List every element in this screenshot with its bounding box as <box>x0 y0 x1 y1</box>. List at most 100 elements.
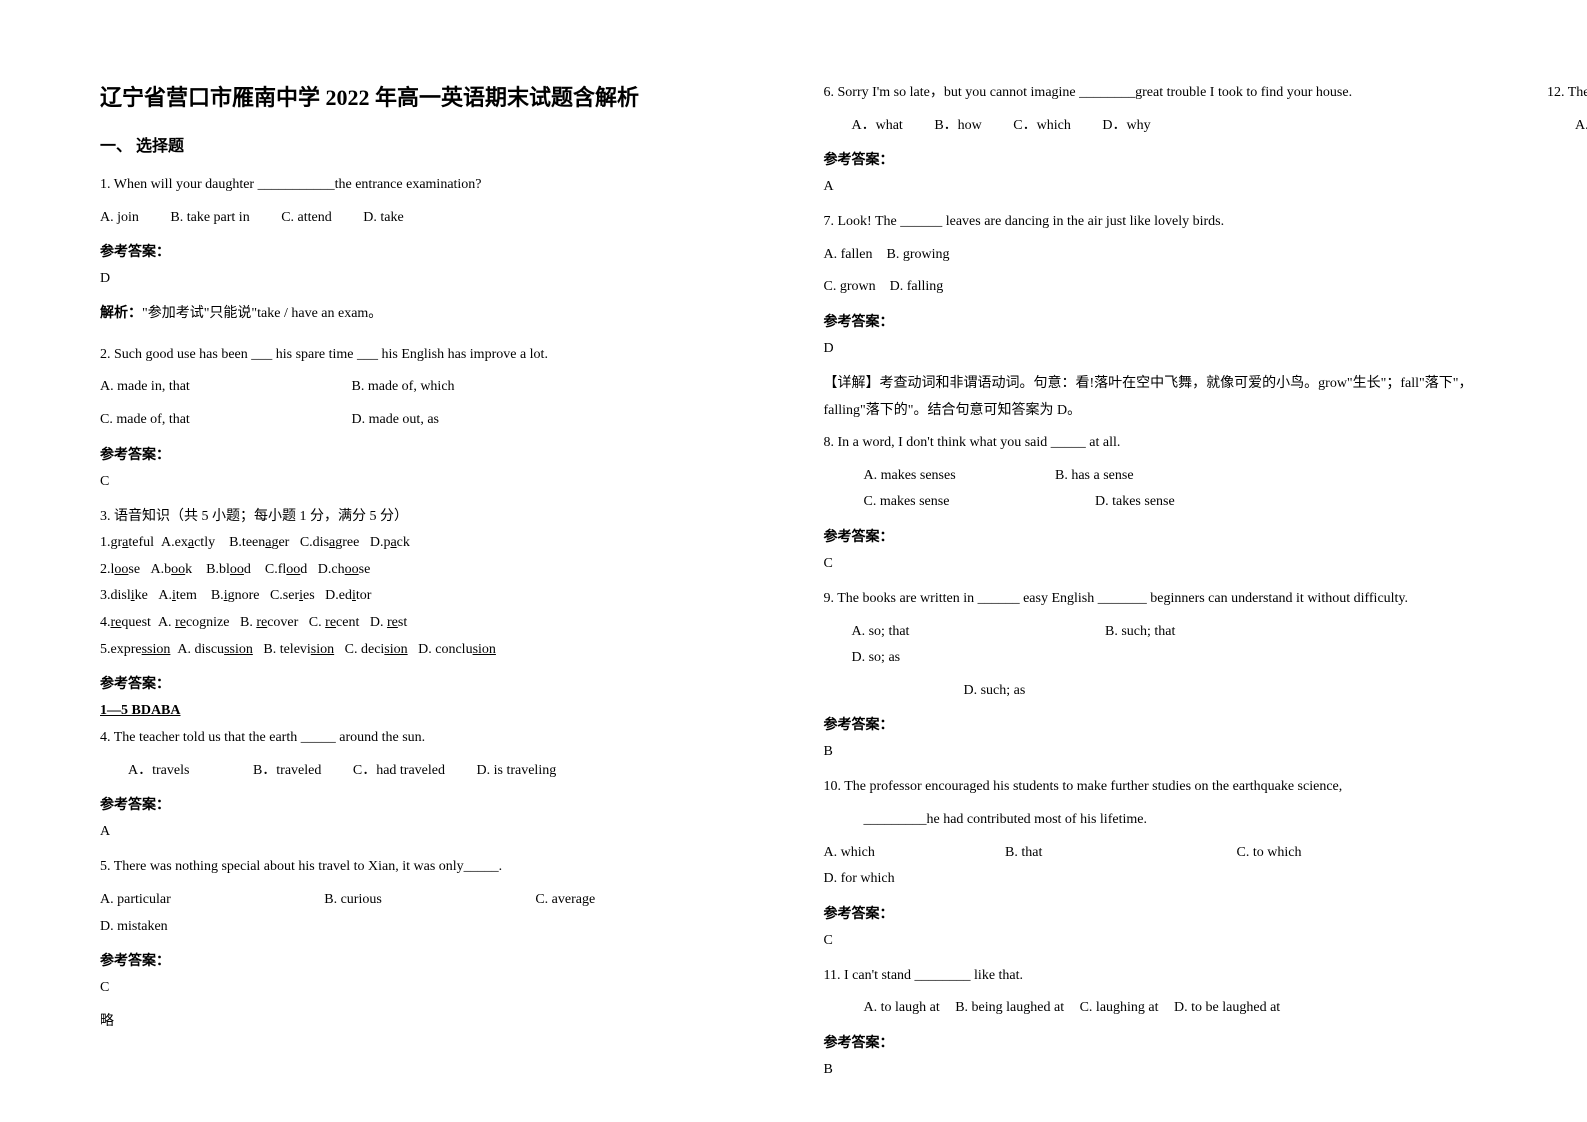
q4-opt-c: C．had traveled <box>353 758 445 785</box>
q3-l2: 2.loose A.book B.blood C.flood D.choose <box>100 557 764 584</box>
q1-explanation: 解析："参加考试"只能说"take / have an exam。 <box>100 301 764 328</box>
q5-options: A. particular B. curious C. average D. m… <box>100 887 764 940</box>
q6-text: 6. Sorry I'm so late，but you cannot imag… <box>824 80 1488 107</box>
q11-text: 11. I can't stand ________ like that. <box>824 963 1488 990</box>
q5-opt-b: B. curious <box>324 887 382 914</box>
exam-title: 辽宁省营口市雁南中学 2022 年高一英语期末试题含解析 <box>100 80 764 112</box>
q2-opt-a: A. made in, that <box>100 374 320 401</box>
question-2: 2. Such good use has been ___ his spare … <box>100 342 764 490</box>
question-9: 9. The books are written in ______ easy … <box>824 586 1488 760</box>
q9-text: 9. The books are written in ______ easy … <box>824 586 1488 613</box>
q9-opt-b: B. such; that <box>1105 619 1385 646</box>
q3-l1: 1.grateful A.exactly B.teenager C.disagr… <box>100 530 764 557</box>
q5-opt-d: D. mistaken <box>100 914 168 941</box>
answer-label: 参考答案： <box>100 794 764 814</box>
q11-options: A. to laugh at B. being laughed at C. la… <box>824 995 1488 1022</box>
q8-opt-d: D. takes sense <box>1095 489 1175 516</box>
q7-opts-cd: C. grown D. falling <box>824 274 1488 301</box>
q1-options: A. join B. take part in C. attend D. tak… <box>100 205 764 232</box>
q3-l4: 4.request A. recognize B. recover C. rec… <box>100 610 764 637</box>
q2-options-1: A. made in, that B. made of, which <box>100 374 764 401</box>
q4-opt-b: B．traveled <box>253 758 321 785</box>
q10-opt-d: D. for which <box>824 866 895 893</box>
answer-label: 参考答案： <box>824 311 1488 331</box>
q9-options-2: D. such; as <box>824 678 1488 705</box>
q7-text: 7. Look! The ______ leaves are dancing i… <box>824 209 1488 236</box>
answer-label: 参考答案： <box>100 444 764 464</box>
q9-opt-d2: D. such; as <box>964 678 1026 705</box>
q10-answer: C <box>824 933 1488 949</box>
q5-text: 5. There was nothing special about his t… <box>100 854 764 881</box>
q10-opt-b: B. that <box>1005 840 1205 867</box>
answer-label: 参考答案： <box>824 714 1488 734</box>
q2-text: 2. Such good use has been ___ his spare … <box>100 342 764 369</box>
q7-opt-d: D. falling <box>890 279 944 294</box>
answer-label: 参考答案： <box>824 149 1488 169</box>
q5-answer: C <box>100 980 764 996</box>
q3-l5: 5.expression A. discussion B. television… <box>100 637 764 664</box>
q10-text: 10. The professor encouraged his student… <box>824 774 1488 801</box>
expl-label: 解析： <box>100 306 142 321</box>
q12-opt-a: A. reward <box>1575 113 1587 140</box>
answer-label: 参考答案： <box>100 241 764 261</box>
q8-opt-b: B. has a sense <box>1055 463 1285 490</box>
q1-opt-c: C. attend <box>281 205 332 232</box>
q11-opt-c: C. laughing at <box>1080 995 1159 1022</box>
section-header: 一、 选择题 <box>100 132 764 156</box>
q7-answer: D <box>824 341 1488 357</box>
answer-label: 参考答案： <box>100 950 764 970</box>
q7-explanation: 【详解】考查动词和非谓语动词。句意：看!落叶在空中飞舞，就像可爱的小鸟。grow… <box>824 371 1488 424</box>
omit: 略 <box>100 1010 764 1030</box>
q7-opt-c: C. grown <box>824 279 876 294</box>
q11-opt-a: A. to laugh at <box>864 995 940 1022</box>
q10-options: A. which B. that C. to which D. for whic… <box>824 840 1488 893</box>
q8-opt-a: A. makes senses <box>864 463 1024 490</box>
q8-answer: C <box>824 556 1488 572</box>
answer-label: 参考答案： <box>824 1032 1488 1052</box>
q4-opt-a: A．travels <box>128 758 189 785</box>
question-8: 8. In a word, I don't think what you sai… <box>824 430 1488 572</box>
q6-options: A．what B．how C．which D．why <box>824 113 1488 140</box>
q9-answer: B <box>824 744 1488 760</box>
q9-options-1: A. so; that B. such; that D. so; as <box>824 619 1488 672</box>
q11-opt-b: B. being laughed at <box>955 995 1064 1022</box>
question-5: 5. There was nothing special about his t… <box>100 854 764 996</box>
q7-opts-ab: A. fallen B. growing <box>824 242 1488 269</box>
q12-options: A. reward B. request C. research D. resp… <box>1547 113 1587 140</box>
q4-answer: A <box>100 824 764 840</box>
q1-text: 1. When will your daughter ___________th… <box>100 172 764 199</box>
answer-label: 参考答案： <box>824 903 1488 923</box>
q8-text: 8. In a word, I don't think what you sai… <box>824 430 1488 457</box>
q11-answer: B <box>824 1062 1488 1078</box>
answer-label: 参考答案： <box>100 673 764 693</box>
q4-opt-d: D. is traveling <box>477 758 557 785</box>
q7-opt-b: B. growing <box>886 247 949 262</box>
q7-opt-a: A. fallen <box>824 247 873 262</box>
q5-opt-a: A. particular <box>100 887 171 914</box>
question-12: 12. The company saw it as part of its so… <box>1547 80 1587 139</box>
q2-opt-b: B. made of, which <box>352 374 455 401</box>
q9-opt-d: D. so; as <box>852 645 901 672</box>
answer-label: 参考答案： <box>824 526 1488 546</box>
q12-text: 12. The company saw it as part of its so… <box>1547 80 1587 107</box>
question-6: 6. Sorry I'm so late，but you cannot imag… <box>824 80 1488 195</box>
q2-answer: C <box>100 474 764 490</box>
question-1: 1. When will your daughter ___________th… <box>100 172 764 328</box>
q2-options-2: C. made of, that D. made out, as <box>100 407 764 434</box>
q11-opt-d: D. to be laughed at <box>1174 995 1280 1022</box>
q6-opt-c: C．which <box>1013 113 1071 140</box>
q1-expl-text: "参加考试"只能说"take / have an exam。 <box>142 306 382 321</box>
question-4: 4. The teacher told us that the earth __… <box>100 725 764 840</box>
question-10: 10. The professor encouraged his student… <box>824 774 1488 948</box>
q6-opt-d: D．why <box>1102 113 1150 140</box>
q1-opt-d: D. take <box>363 205 403 232</box>
q10-text2: _________he had contributed most of his … <box>824 807 1488 834</box>
q6-answer: A <box>824 179 1488 195</box>
q3-answer: 1—5 BDABA <box>100 703 764 719</box>
q4-options: A．travels B．traveled C．had traveled D. i… <box>100 758 764 785</box>
q9-opt-a: A. so; that <box>852 619 1022 646</box>
q8-options: A. makes senses B. has a sense C. makes … <box>824 463 1488 516</box>
q2-opt-d: D. made out, as <box>352 407 439 434</box>
q1-opt-a: A. join <box>100 205 139 232</box>
q2-opt-c: C. made of, that <box>100 407 320 434</box>
